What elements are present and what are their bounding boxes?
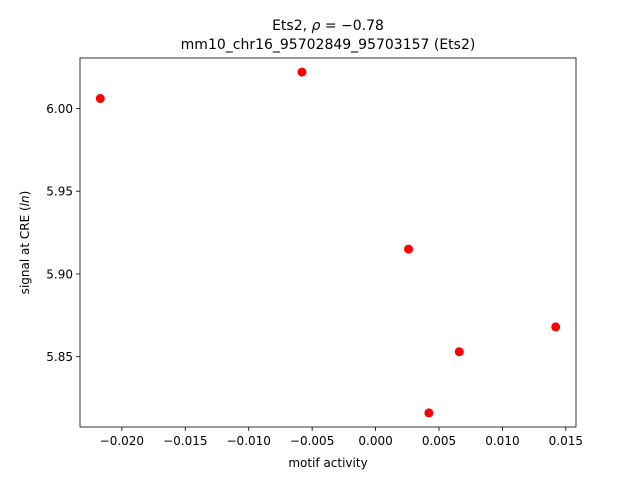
data-point: [454, 347, 464, 357]
data-point: [404, 244, 414, 254]
x-tick-label: −0.015: [163, 434, 207, 448]
x-tick-label: −0.020: [100, 434, 144, 448]
data-point: [551, 322, 561, 332]
data-point: [424, 408, 434, 418]
x-tick-label: 0.015: [549, 434, 583, 448]
chart-title-line-1: Ets2, ρ = −0.78: [272, 18, 384, 34]
chart-title-line-2: mm10_chr16_95702849_95703157 (Ets2): [181, 37, 476, 53]
y-tick-label: 5.90: [46, 267, 73, 281]
x-axis-ticks: −0.020 −0.015 −0.010 −0.005 0.000 0.005 0.010 0…: [100, 427, 583, 448]
y-tick-label: 5.95: [46, 185, 73, 199]
x-tick-label: 0.010: [485, 434, 519, 448]
x-axis-label: motif activity: [288, 456, 367, 470]
y-tick-label: 6.00: [46, 102, 73, 116]
data-point: [95, 94, 105, 104]
plot-area: [79, 57, 577, 428]
y-axis-ticks: 5.85 5.90 5.95 6.00: [46, 102, 80, 364]
x-tick-label: 0.005: [422, 434, 456, 448]
data-points: [95, 67, 561, 418]
y-tick-label: 5.85: [46, 350, 73, 364]
data-point: [297, 67, 307, 77]
y-axis-label: signal at CRE (ln): [18, 191, 32, 295]
x-tick-label: 0.000: [358, 434, 392, 448]
x-tick-label: −0.010: [227, 434, 271, 448]
axes-frame: [79, 57, 577, 428]
x-tick-label: −0.005: [290, 434, 334, 448]
